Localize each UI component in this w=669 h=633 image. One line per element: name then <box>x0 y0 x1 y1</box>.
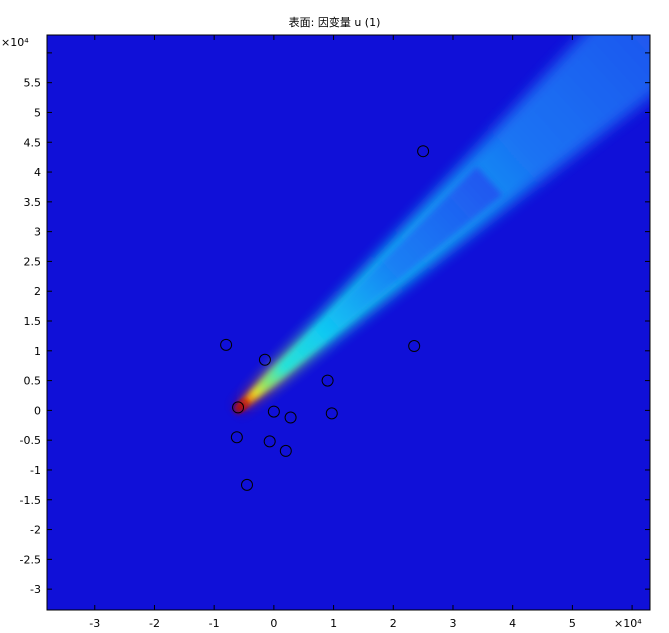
x-tick-label: 2 <box>390 617 397 630</box>
x-tick-label: -2 <box>149 617 160 630</box>
y-tick-label: -1 <box>30 464 41 477</box>
y-tick-label: 2.5 <box>24 255 42 268</box>
x-tick-label: 5 <box>569 617 576 630</box>
circle-marker <box>408 340 421 353</box>
circle-marker <box>263 435 276 448</box>
circle-marker <box>232 401 245 414</box>
circle-marker <box>220 338 233 351</box>
circle-marker <box>417 145 430 158</box>
y-tick-label: 5.5 <box>24 77 42 90</box>
circle-marker <box>279 444 292 457</box>
circle-marker <box>230 431 243 444</box>
circle-marker <box>321 374 334 387</box>
y-tick-label: -3 <box>30 583 41 596</box>
plot-frame <box>46 34 651 611</box>
y-tick-label: 1.5 <box>24 315 42 328</box>
x-tick-label: -3 <box>89 617 100 630</box>
circle-marker <box>284 411 297 424</box>
y-tick-label: 3.5 <box>24 196 42 209</box>
y-tick-label: -2 <box>30 524 41 537</box>
axes-layer: -3 -2 -1 0 1 2 3 4 5 -3 -2.5 -2 -1.5 -1 -0.5 0 0.5 1 1.5 2 2… <box>1 35 650 630</box>
x-tick-label: 0 <box>270 617 277 630</box>
y-tick-label: -2.5 <box>20 553 41 566</box>
circle-marker <box>325 407 338 420</box>
chart-title: 表面: 因变量 u (1) <box>288 16 381 29</box>
y-tick-label: 3 <box>34 226 41 239</box>
x-tick-label: -1 <box>209 617 220 630</box>
plume-core <box>235 166 503 413</box>
circle-marker <box>267 405 280 418</box>
y-multiplier: ×10⁴ <box>1 36 29 49</box>
y-tick-label: -1.5 <box>20 494 41 507</box>
circle-marker <box>241 478 254 491</box>
y-tick-label: 1 <box>34 345 41 358</box>
y-tick-label: 5 <box>34 106 41 119</box>
x-tick-label: 4 <box>509 617 516 630</box>
y-tick-label: 0.5 <box>24 375 42 388</box>
x-multiplier: ×10⁴ <box>614 617 642 630</box>
y-tick-label: 2 <box>34 285 41 298</box>
y-tick-label: 0 <box>34 404 41 417</box>
plume-source <box>234 400 248 413</box>
plume <box>234 35 650 413</box>
y-tick-label: 4.5 <box>24 136 42 149</box>
y-tick-label: 4 <box>34 166 41 179</box>
circle-marker <box>258 353 271 366</box>
plume-layer <box>234 35 650 413</box>
y-tick-label: -0.5 <box>20 434 41 447</box>
x-tick-label: 3 <box>449 617 456 630</box>
x-tick-label: 1 <box>330 617 337 630</box>
marker-layer <box>220 145 430 491</box>
